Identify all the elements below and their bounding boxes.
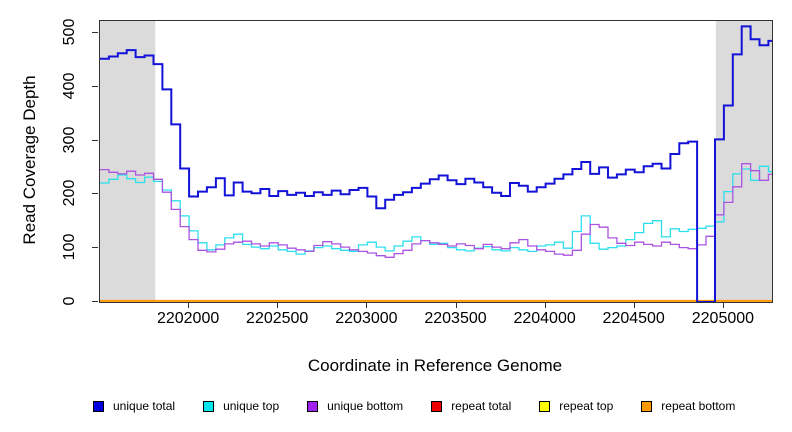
y-axis-title: Read Coverage Depth [20, 75, 39, 245]
legend-item-repeat-top: repeat top [539, 399, 613, 413]
legend-label: repeat top [559, 399, 614, 413]
legend-item-unique-total: unique total [93, 399, 175, 413]
y-tick-label: 100 [61, 233, 78, 261]
series-unique-total [100, 25, 772, 302]
y-tick-mark [92, 193, 98, 195]
x-tick-mark [188, 302, 190, 308]
x-tick-mark [633, 302, 635, 308]
x-tick-label: 2202500 [246, 310, 309, 327]
x-tick-label: 2204000 [513, 310, 576, 327]
x-tick-mark [544, 302, 546, 308]
x-axis-title: Coordinate in Reference Genome [307, 356, 563, 375]
x-tick-mark [277, 302, 279, 308]
plot-area [99, 20, 773, 303]
x-tick-label: 2202000 [156, 310, 220, 327]
legend-swatch [539, 400, 551, 412]
x-tick-mark [722, 302, 724, 308]
y-tick-label: 200 [61, 179, 78, 207]
legend-item-repeat-total: repeat total [431, 399, 511, 413]
legend-swatch [93, 400, 104, 412]
shaded-region [715, 21, 772, 302]
legend: unique total unique top unique bottom repea… [93, 399, 735, 413]
y-tick-mark [92, 247, 98, 249]
y-tick-label: 400 [61, 72, 78, 100]
legend-label: unique bottom [327, 399, 404, 413]
legend-item-repeat-bottom: repeat bottom [641, 399, 735, 413]
y-tick-label: 300 [61, 126, 78, 153]
x-tick-label: 2204500 [602, 310, 665, 327]
series-unique-bottom [100, 163, 772, 258]
chart-canvas [100, 21, 772, 302]
legend-swatch [641, 400, 653, 412]
x-tick-label: 2203000 [335, 310, 398, 327]
x-tick-mark [366, 302, 368, 308]
y-tick-mark [92, 139, 98, 141]
x-tick-mark [455, 302, 457, 308]
legend-item-unique-bottom: unique bottom [307, 399, 403, 413]
legend-swatch [307, 400, 319, 412]
y-tick-mark [92, 301, 98, 302]
legend-item-unique-top: unique top [203, 399, 279, 413]
legend-swatch [203, 400, 215, 412]
legend-label: repeat total [451, 399, 512, 413]
y-tick-label: 500 [61, 18, 78, 46]
x-tick-label: 2205000 [691, 310, 755, 327]
y-tick-mark [92, 31, 98, 33]
y-tick-label: 0 [61, 296, 78, 306]
x-tick-label: 2203500 [424, 310, 487, 327]
shaded-region [100, 21, 156, 302]
y-tick-mark [92, 85, 98, 87]
legend-label: repeat bottom [661, 399, 736, 413]
legend-label: unique total [113, 399, 176, 413]
legend-swatch [431, 400, 443, 412]
legend-label: unique top [223, 399, 280, 413]
